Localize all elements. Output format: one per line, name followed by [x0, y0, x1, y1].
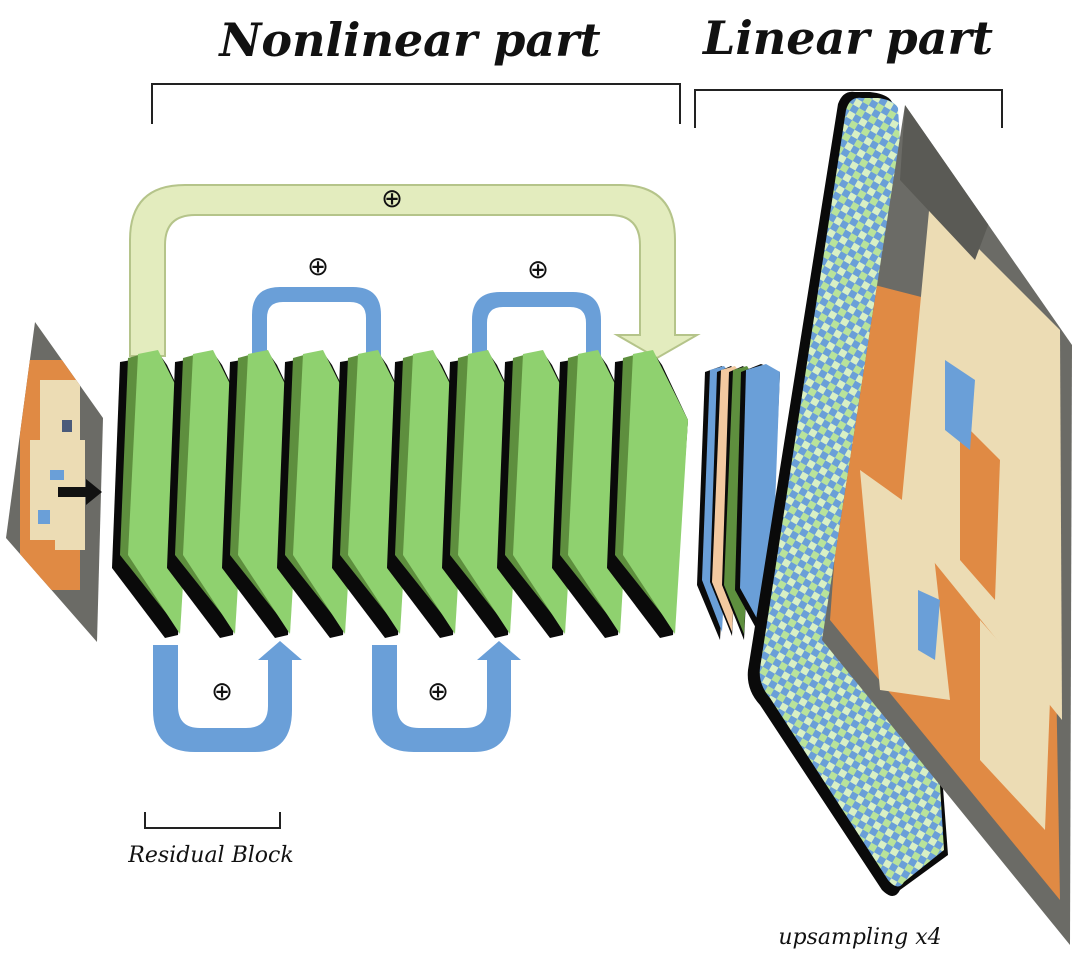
upsampling-caption: upsampling x4 — [778, 925, 941, 950]
linear-part-title: Linear part — [701, 11, 993, 65]
residual-add-symbol-top-1: ⊕ — [307, 252, 329, 282]
nonlinear-part-title: Nonlinear part — [217, 13, 600, 67]
global-add-symbol: ⊕ — [381, 184, 403, 214]
residual-add-symbol-top-2: ⊕ — [527, 255, 549, 285]
global-skip-arrow-icon — [130, 185, 697, 358]
conv-block-stack — [112, 350, 688, 638]
residual-add-symbol-bottom-2: ⊕ — [427, 677, 449, 707]
nonlinear-bracket — [152, 84, 680, 124]
residual-block-caption: Residual Block — [127, 843, 293, 868]
residual-add-symbol-bottom-1: ⊕ — [211, 677, 233, 707]
residual-block-bracket — [145, 812, 280, 828]
